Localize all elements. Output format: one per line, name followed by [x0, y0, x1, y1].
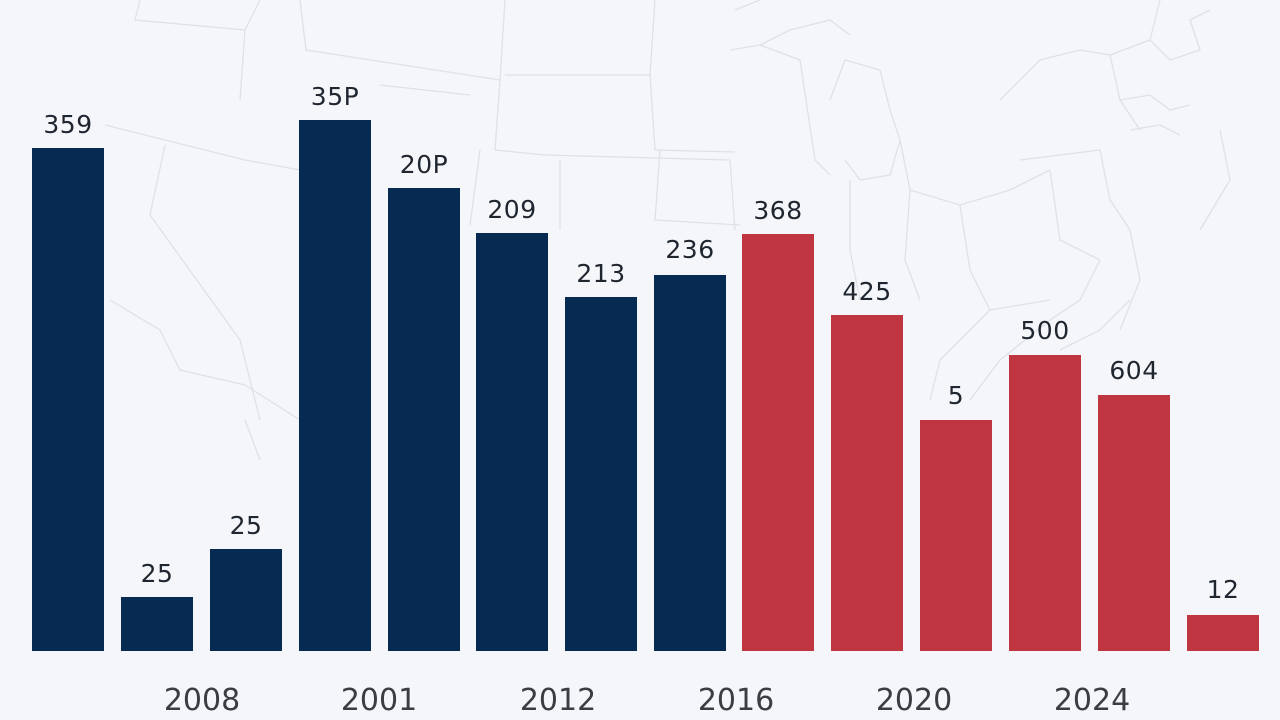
bar-13 [1098, 395, 1170, 651]
x-axis-tick-label: 2016 [697, 683, 775, 718]
bar-value-label: 25 [229, 511, 263, 540]
bar-value-label: 359 [43, 110, 93, 139]
bar-11 [920, 420, 992, 651]
bar-value-label: 236 [665, 235, 715, 264]
bar-7 [565, 297, 637, 651]
bar-value-label: 12 [1206, 575, 1240, 604]
bar-value-label: 25 [140, 559, 174, 588]
x-axis-tick-label: 2024 [1053, 683, 1131, 718]
bar-2 [121, 597, 193, 651]
bar-value-label: 209 [487, 195, 537, 224]
bar-4 [299, 120, 371, 651]
bar-value-label: 213 [576, 259, 626, 288]
x-axis-tick-label: 2008 [163, 683, 241, 718]
bar-value-label: 20P [399, 150, 449, 179]
x-axis-tick-label: 2001 [340, 683, 418, 718]
bar-3 [210, 549, 282, 651]
bar-1 [32, 148, 104, 651]
bar-10 [831, 315, 903, 651]
bar-value-label: 5 [947, 381, 965, 410]
bar-value-label: 35P [310, 82, 360, 111]
bar-9 [742, 234, 814, 651]
bar-value-label: 425 [842, 277, 892, 306]
bar-8 [654, 275, 726, 651]
bar-value-label: 604 [1109, 356, 1159, 385]
bar-14 [1187, 615, 1259, 651]
bar-value-label: 368 [753, 196, 803, 225]
x-axis-tick-label: 2012 [519, 683, 597, 718]
bar-12 [1009, 355, 1081, 651]
bar-6 [476, 233, 548, 651]
bar-5 [388, 188, 460, 651]
bar-value-label: 500 [1020, 316, 1070, 345]
x-axis-tick-label: 2020 [875, 683, 953, 718]
